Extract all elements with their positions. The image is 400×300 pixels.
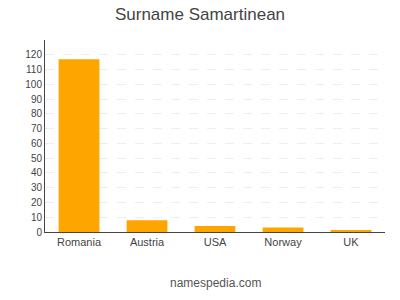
svg-text:Austria: Austria xyxy=(130,236,165,248)
svg-text:80: 80 xyxy=(31,108,43,119)
svg-text:60: 60 xyxy=(31,138,43,149)
svg-text:0: 0 xyxy=(36,227,42,238)
svg-text:70: 70 xyxy=(31,123,43,134)
svg-text:USA: USA xyxy=(204,236,227,248)
svg-text:Surname Samartinean: Surname Samartinean xyxy=(115,5,285,24)
svg-text:UK: UK xyxy=(343,236,359,248)
svg-text:100: 100 xyxy=(25,79,42,90)
svg-text:110: 110 xyxy=(26,64,42,75)
svg-text:namespedia.com: namespedia.com xyxy=(170,276,261,290)
svg-text:120: 120 xyxy=(25,49,42,60)
svg-text:50: 50 xyxy=(31,153,43,164)
svg-text:10: 10 xyxy=(31,212,43,223)
svg-text:90: 90 xyxy=(31,94,43,105)
svg-text:Norway: Norway xyxy=(264,236,302,248)
svg-text:Romania: Romania xyxy=(57,236,102,248)
svg-text:40: 40 xyxy=(31,167,43,178)
svg-text:30: 30 xyxy=(31,182,43,193)
svg-text:20: 20 xyxy=(31,197,43,208)
